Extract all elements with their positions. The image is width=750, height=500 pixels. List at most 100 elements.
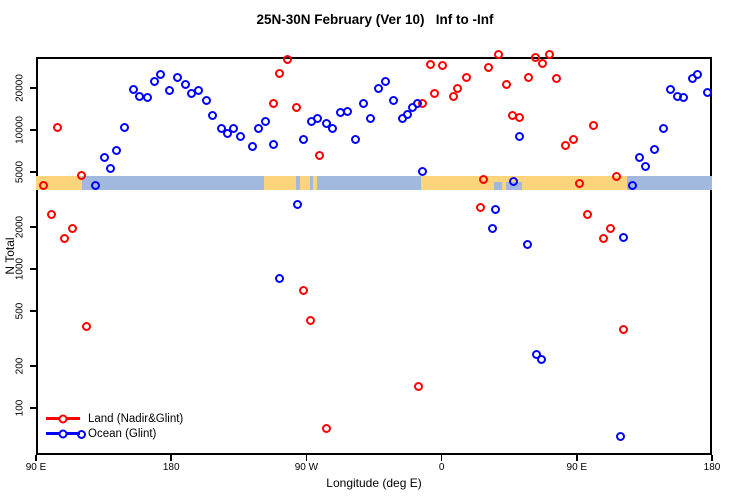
data-point-ocean	[275, 274, 285, 284]
data-point-land	[588, 121, 598, 131]
x-tick-label: 0	[438, 462, 445, 473]
data-point-ocean	[128, 84, 138, 94]
data-point-land	[413, 382, 423, 392]
data-point-ocean	[380, 76, 390, 86]
data-point-ocean	[649, 144, 659, 154]
data-point-ocean	[536, 354, 546, 364]
chart-title: 25N-30N February (Ver 10) Inf to -Inf	[256, 12, 494, 27]
data-point-ocean	[142, 93, 152, 103]
legend-item-ocean: Ocean (Glint)	[46, 426, 183, 441]
data-point-ocean	[522, 240, 532, 250]
x-tick	[35, 455, 37, 461]
data-point-ocean	[247, 142, 257, 152]
x-tick-label: 180	[703, 462, 721, 473]
data-point-ocean	[388, 96, 398, 106]
y-tick-label: 100	[14, 399, 26, 417]
data-point-ocean	[531, 349, 541, 359]
y-tick-label: 1000	[14, 257, 26, 281]
data-point-ocean	[293, 200, 303, 210]
data-point-land	[523, 73, 533, 83]
data-point-land	[299, 286, 309, 296]
data-point-ocean	[119, 122, 129, 132]
data-point-ocean	[327, 124, 337, 134]
legend-label-ocean: Ocean (Glint)	[88, 427, 157, 440]
data-point-ocean	[208, 110, 218, 120]
x-tick-label: 90 E	[25, 462, 47, 473]
data-point-ocean	[627, 181, 637, 191]
data-point-land	[321, 424, 331, 434]
data-point-ocean	[229, 124, 239, 134]
y-tick-label: 500	[14, 302, 26, 320]
y-tick	[30, 268, 36, 270]
x-tick-label: 90 W	[294, 462, 319, 473]
data-point-land	[493, 49, 503, 59]
data-point-ocean	[618, 232, 628, 242]
data-point-ocean	[172, 72, 182, 82]
x-tick	[576, 455, 578, 461]
data-point-ocean	[692, 70, 702, 80]
data-point-ocean	[223, 128, 233, 138]
data-point-land	[479, 174, 489, 184]
data-point-ocean	[417, 166, 427, 176]
data-point-ocean	[634, 152, 644, 162]
data-point-land	[453, 83, 463, 93]
data-point-land	[430, 88, 440, 98]
data-point-land	[82, 322, 92, 332]
data-point-ocean	[321, 118, 331, 128]
data-point-ocean	[350, 134, 360, 144]
data-point-ocean	[235, 131, 245, 141]
data-point-ocean	[640, 162, 650, 172]
legend-label-land: Land (Nadir&Glint)	[88, 412, 184, 425]
data-point-ocean	[253, 124, 263, 134]
data-point-ocean	[299, 135, 309, 145]
map-land-segment	[299, 175, 310, 190]
data-point-ocean	[397, 114, 407, 124]
data-point-ocean	[90, 181, 100, 191]
data-point-ocean	[269, 139, 279, 149]
data-point-ocean	[193, 86, 203, 96]
data-point-ocean	[261, 116, 271, 126]
data-point-land	[46, 210, 56, 220]
data-point-land	[283, 55, 293, 65]
open-circle-icon	[58, 414, 68, 423]
y-tick	[30, 87, 36, 89]
data-point-ocean	[615, 431, 625, 441]
data-point-land	[305, 315, 315, 325]
data-point-ocean	[342, 107, 352, 117]
data-point-land	[60, 233, 70, 243]
y-tick	[30, 365, 36, 367]
data-point-ocean	[412, 98, 422, 108]
data-point-land	[68, 223, 78, 233]
legend-symbol-ocean	[46, 428, 80, 439]
data-point-ocean	[313, 114, 323, 124]
data-point-land	[605, 223, 615, 233]
data-point-ocean	[149, 76, 159, 86]
data-point-land	[582, 210, 592, 220]
data-point-ocean	[658, 123, 668, 133]
data-point-land	[291, 103, 301, 113]
data-point-land	[438, 61, 448, 71]
data-point-land	[598, 233, 608, 243]
map-land-segment	[264, 175, 297, 190]
data-point-ocean	[112, 145, 122, 155]
data-point-land	[475, 203, 485, 213]
x-axis-title: Longitude (deg E)	[326, 476, 422, 490]
legend: Land (Nadir&Glint) Ocean (Glint)	[46, 411, 183, 441]
data-point-land	[530, 53, 540, 63]
data-point-land	[483, 63, 493, 73]
data-point-ocean	[665, 84, 675, 94]
data-point-ocean	[77, 429, 87, 439]
data-point-ocean	[358, 98, 368, 108]
map-ocean-patch	[494, 181, 502, 190]
data-point-ocean	[402, 109, 412, 119]
y-tick-label: 2000	[14, 216, 26, 239]
x-tick-label: 180	[162, 462, 180, 473]
data-point-ocean	[490, 204, 500, 214]
data-point-ocean	[217, 123, 227, 133]
x-tick	[170, 455, 172, 461]
data-point-ocean	[180, 79, 190, 89]
data-point-ocean	[365, 114, 375, 124]
data-point-land	[76, 171, 86, 181]
data-point-land	[275, 69, 285, 79]
